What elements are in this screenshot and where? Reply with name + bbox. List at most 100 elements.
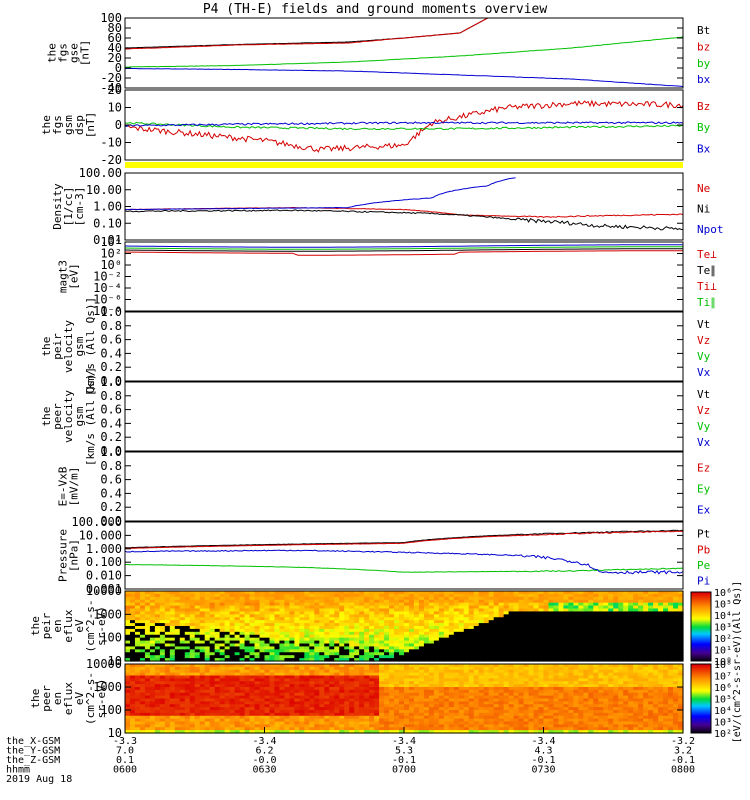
spectrogram-cell [304, 684, 310, 688]
spectrogram-cell [219, 623, 226, 627]
spectrogram-cell [533, 643, 540, 648]
spectrogram-cell [129, 593, 136, 598]
spectrogram-cell [349, 649, 355, 653]
spectrogram-cell [578, 675, 584, 679]
spectrogram-cell [329, 640, 335, 645]
spectrogram-cell [284, 643, 291, 648]
spectrogram-cell [528, 727, 535, 731]
spectrogram-cell [453, 593, 460, 598]
spectrogram-cell [478, 608, 485, 613]
spectrogram-cell [214, 707, 221, 711]
spectrogram-cell [389, 707, 395, 711]
spectrogram-cell [344, 684, 350, 688]
spectrogram-cell [523, 617, 530, 621]
spectrogram-cell [583, 715, 589, 720]
spectrogram-cell [134, 611, 141, 615]
spectrogram-cell [563, 710, 570, 714]
spectrogram-cell [229, 724, 236, 728]
spectrogram-cell [264, 623, 271, 627]
spectrogram-cell [219, 649, 226, 653]
spectrogram-cell [299, 730, 305, 734]
spectrogram-cell [483, 652, 490, 656]
spectrogram-cell [289, 658, 295, 662]
spectrogram-cell [473, 628, 480, 633]
spectrogram-cell [458, 649, 465, 653]
spectrogram-cell [468, 695, 475, 700]
spectrogram-cell [299, 640, 305, 645]
spectrogram-cell [299, 658, 305, 662]
spectrogram-cell [264, 707, 271, 711]
spectrogram-cell [294, 614, 300, 618]
spectrogram-cell [458, 669, 465, 674]
spectrogram-cell [314, 689, 320, 694]
spectrogram-cell [473, 701, 480, 705]
spectrogram-cell [274, 707, 281, 711]
spectrogram-cell [134, 695, 141, 700]
spectrogram-cell [578, 620, 584, 624]
spectrogram-cell [578, 698, 584, 702]
spectrogram-cell [593, 608, 599, 613]
spectrogram-cell [219, 712, 226, 717]
spectrogram-cell [608, 637, 614, 642]
spectrogram-cell [279, 675, 286, 679]
spectrogram-cell [648, 658, 654, 662]
spectrogram-cell [224, 614, 231, 618]
spectrogram-cell [648, 596, 654, 601]
spectrogram-cell [374, 593, 380, 598]
spectrogram-cell [613, 593, 619, 598]
spectrogram-cell [598, 643, 604, 648]
spectrogram-cell [294, 730, 300, 734]
spectrogram-cell [304, 712, 310, 717]
spectrogram-cell [344, 646, 350, 650]
spectrogram-cell [159, 646, 166, 650]
spectrogram-cell [668, 593, 674, 598]
spectrogram-cell [314, 704, 320, 708]
spectrogram-cell [349, 643, 355, 648]
spectrogram-cell [478, 637, 485, 642]
spectrogram-cell [438, 675, 445, 679]
spectrogram-cell [608, 591, 614, 595]
spectrogram-cell [384, 712, 390, 717]
spectrogram-cell [423, 602, 430, 607]
spectrogram-cell [493, 593, 500, 598]
spectrogram-cell [448, 623, 455, 627]
spectrogram-cell [548, 596, 555, 601]
spectrogram-cell [359, 617, 365, 621]
spectrogram-cell [204, 611, 211, 615]
spectrogram-cell [399, 637, 405, 642]
spectrogram-cell [443, 646, 450, 650]
spectrogram-cell [433, 605, 440, 610]
spectrogram-cell [254, 704, 261, 708]
spectrogram-cell [478, 687, 485, 691]
spectrogram-cell [159, 701, 166, 705]
spectrogram-cell [593, 652, 599, 656]
spectrogram-cell [483, 692, 490, 697]
spectrogram-cell [413, 712, 420, 717]
spectrogram-cell [314, 730, 320, 734]
spectrogram-cell [643, 649, 649, 653]
spectrogram-cell [423, 646, 430, 650]
spectrogram-cell [264, 614, 271, 618]
spectrogram-cell [194, 689, 201, 694]
spectrogram-cell [493, 596, 500, 601]
spectrogram-cell [543, 707, 550, 711]
spectrogram-cell [279, 646, 286, 650]
spectrogram-cell [488, 646, 495, 650]
spectrogram-cell [154, 605, 161, 610]
spectrogram-cell [488, 652, 495, 656]
spectrogram-cell [259, 698, 266, 702]
spectrogram-cell [548, 692, 555, 697]
spectrogram-cell [244, 692, 251, 697]
spectrogram-cell [319, 695, 325, 700]
spectrogram-cell [229, 593, 236, 598]
spectrogram-cell [334, 724, 340, 728]
spectrogram-cell [139, 712, 146, 717]
spectrogram-cell [304, 623, 310, 627]
spectrogram-cell [593, 614, 599, 618]
spectrogram-cell [583, 687, 589, 691]
spectrogram-cell [249, 599, 256, 604]
spectrogram-cell [518, 652, 525, 656]
spectrogram-cell [498, 646, 505, 650]
spectrogram-cell [428, 721, 435, 725]
spectrogram-cell [125, 626, 131, 630]
